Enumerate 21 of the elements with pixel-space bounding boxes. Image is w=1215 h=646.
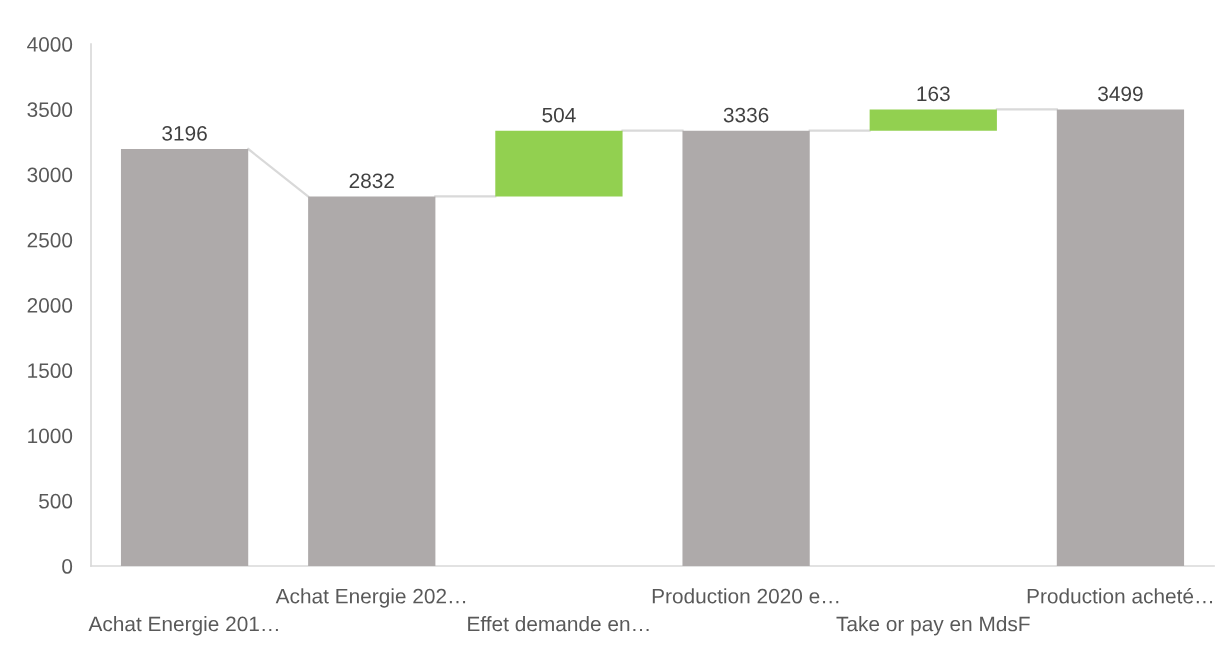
y-tick-label: 1000	[28, 428, 73, 444]
y-tick-label: 3000	[27, 167, 73, 183]
y-tick-label: 1500	[28, 363, 73, 379]
x-tick-label: Production acheté…	[1027, 588, 1213, 604]
data-label: 3336	[723, 107, 769, 123]
data-label: 504	[542, 107, 576, 123]
y-tick-label: 0	[62, 559, 73, 574]
data-label: 163	[917, 86, 950, 102]
y-tick-label: 2000	[27, 298, 73, 313]
y-tick-label: 500	[39, 493, 73, 509]
data-label: 2832	[349, 173, 394, 189]
data-label: 3196	[162, 125, 207, 141]
y-tick-label: 3500	[27, 102, 73, 118]
x-tick-label: Take or pay en MdsF	[836, 616, 1030, 636]
y-tick-label: 2500	[27, 232, 73, 248]
x-tick-label: Effet demande en…	[468, 616, 649, 632]
x-tick-label: Achat Energie 202…	[275, 588, 466, 608]
y-tick-label: 4000	[27, 37, 73, 52]
x-tick-label: Achat Energie 201…	[88, 616, 278, 636]
x-tick-label: Production 2020 e…	[652, 588, 839, 604]
data-label: 3499	[1098, 86, 1143, 102]
